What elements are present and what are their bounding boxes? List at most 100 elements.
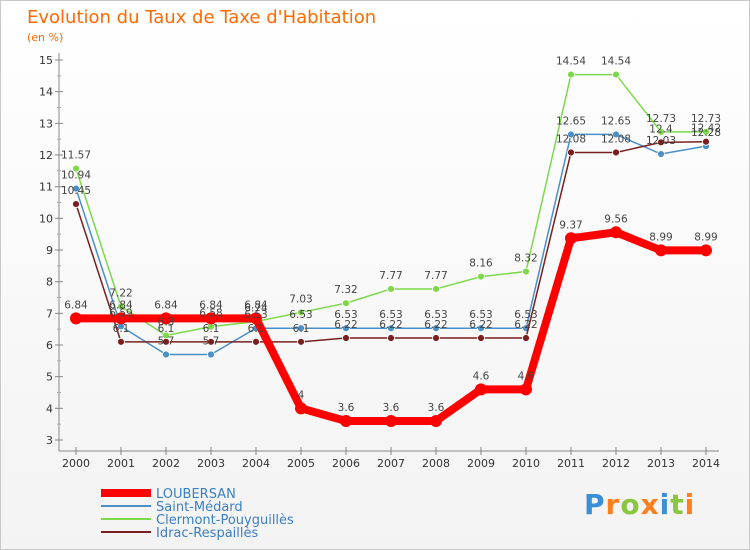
y-tick-label: 14 <box>39 86 53 99</box>
y-tick-label: 10 <box>39 212 53 225</box>
x-tick-label: 2008 <box>422 457 450 470</box>
y-tick-label: 5 <box>46 371 53 384</box>
data-label: 12.08 <box>556 133 586 145</box>
logo-letter: i <box>684 488 696 521</box>
data-label: 4 <box>298 389 305 401</box>
data-label: 6.84 <box>199 299 223 311</box>
x-tick-label: 2003 <box>197 457 225 470</box>
data-label: 6.1 <box>248 323 265 335</box>
y-tick-label: 8 <box>46 276 53 289</box>
data-label: 12.73 <box>646 113 676 125</box>
data-label: 6.53 <box>379 309 402 321</box>
data-label: 6.59 <box>109 307 132 319</box>
data-point <box>432 324 440 333</box>
data-point <box>387 285 395 293</box>
data-point <box>72 200 80 208</box>
data-label: 6.53 <box>469 309 492 321</box>
data-point <box>475 383 487 396</box>
data-point <box>565 232 577 245</box>
data-label: 6.53 <box>424 309 447 321</box>
data-point <box>477 324 485 333</box>
logo-letter: o <box>620 488 641 521</box>
data-point <box>520 383 532 396</box>
data-point <box>567 70 575 79</box>
data-point <box>342 324 350 333</box>
logo-letter: r <box>605 488 621 521</box>
data-label: 11.57 <box>61 150 91 162</box>
x-tick-label: 2009 <box>467 457 495 470</box>
y-tick-label: 15 <box>39 54 53 67</box>
data-point <box>252 337 260 346</box>
data-point <box>117 337 125 346</box>
data-label: 6.53 <box>514 309 537 321</box>
data-label: 6.1 <box>113 323 130 335</box>
data-point <box>385 415 397 427</box>
logo-letter: P <box>584 488 606 521</box>
data-point <box>162 337 170 346</box>
data-point <box>477 334 485 342</box>
data-point <box>387 324 395 333</box>
y-tick-label: 4 <box>46 402 53 415</box>
data-label: 6.1 <box>158 323 175 335</box>
x-tick-label: 2002 <box>152 457 180 470</box>
data-label: 6.3 <box>158 317 175 329</box>
data-point <box>250 312 262 325</box>
data-label: 6.22 <box>379 319 402 331</box>
logo-letter: i <box>659 488 671 521</box>
data-label: 4.6 <box>518 370 535 382</box>
proxiti-logo: Proxiti <box>584 488 695 521</box>
data-label: 12.73 <box>691 113 721 125</box>
data-point <box>295 402 307 415</box>
data-point <box>430 415 442 427</box>
data-label: 14.54 <box>556 56 586 68</box>
data-point <box>567 148 575 157</box>
data-label: 6.84 <box>109 299 133 311</box>
data-label: 7.77 <box>379 270 402 282</box>
data-point <box>297 337 305 346</box>
legend-label: Saint-Médard <box>156 500 243 515</box>
data-label: 3.6 <box>338 402 355 414</box>
data-point <box>160 312 172 325</box>
data-label: 6.58 <box>199 308 222 320</box>
data-point <box>70 312 82 325</box>
data-label: 10.45 <box>61 185 91 197</box>
data-point <box>115 312 127 325</box>
data-point <box>432 334 440 342</box>
data-point <box>567 130 575 139</box>
data-point <box>612 130 620 139</box>
data-label: 8.99 <box>694 231 717 243</box>
data-label: 6.84 <box>64 299 88 311</box>
data-label: 6.1 <box>293 323 310 335</box>
data-point <box>117 302 125 311</box>
x-tick-label: 2012 <box>602 457 630 470</box>
data-point <box>297 308 305 317</box>
data-point <box>477 272 485 281</box>
series-line-Clermont-Pouyguillès <box>75 73 707 337</box>
data-point <box>340 415 352 427</box>
data-label: 12.03 <box>646 135 676 147</box>
data-point <box>657 138 665 147</box>
data-point <box>387 334 395 342</box>
data-label: 9.37 <box>559 219 582 231</box>
data-label: 8.99 <box>649 231 672 243</box>
data-point <box>207 350 215 359</box>
data-point <box>702 137 710 146</box>
data-label: 6.1 <box>203 323 220 335</box>
data-label: 6.22 <box>469 319 492 331</box>
x-tick-label: 2005 <box>287 457 315 470</box>
data-point <box>612 70 620 79</box>
chart-title: Evolution du Taux de Taxe d'Habitation <box>27 7 377 28</box>
data-label: 6.22 <box>334 319 357 331</box>
data-label: 8.32 <box>514 253 537 265</box>
data-label: 12.42 <box>691 123 721 135</box>
data-label: 12.65 <box>601 115 631 127</box>
data-label: 5.7 <box>203 336 220 348</box>
data-label: 7.32 <box>334 284 357 296</box>
data-point <box>72 184 80 193</box>
data-point <box>207 337 215 346</box>
x-tick-label: 2004 <box>242 457 270 470</box>
y-tick-label: 6 <box>46 339 53 352</box>
data-label: 12.65 <box>556 115 586 127</box>
data-label: 6.53 <box>289 309 312 321</box>
